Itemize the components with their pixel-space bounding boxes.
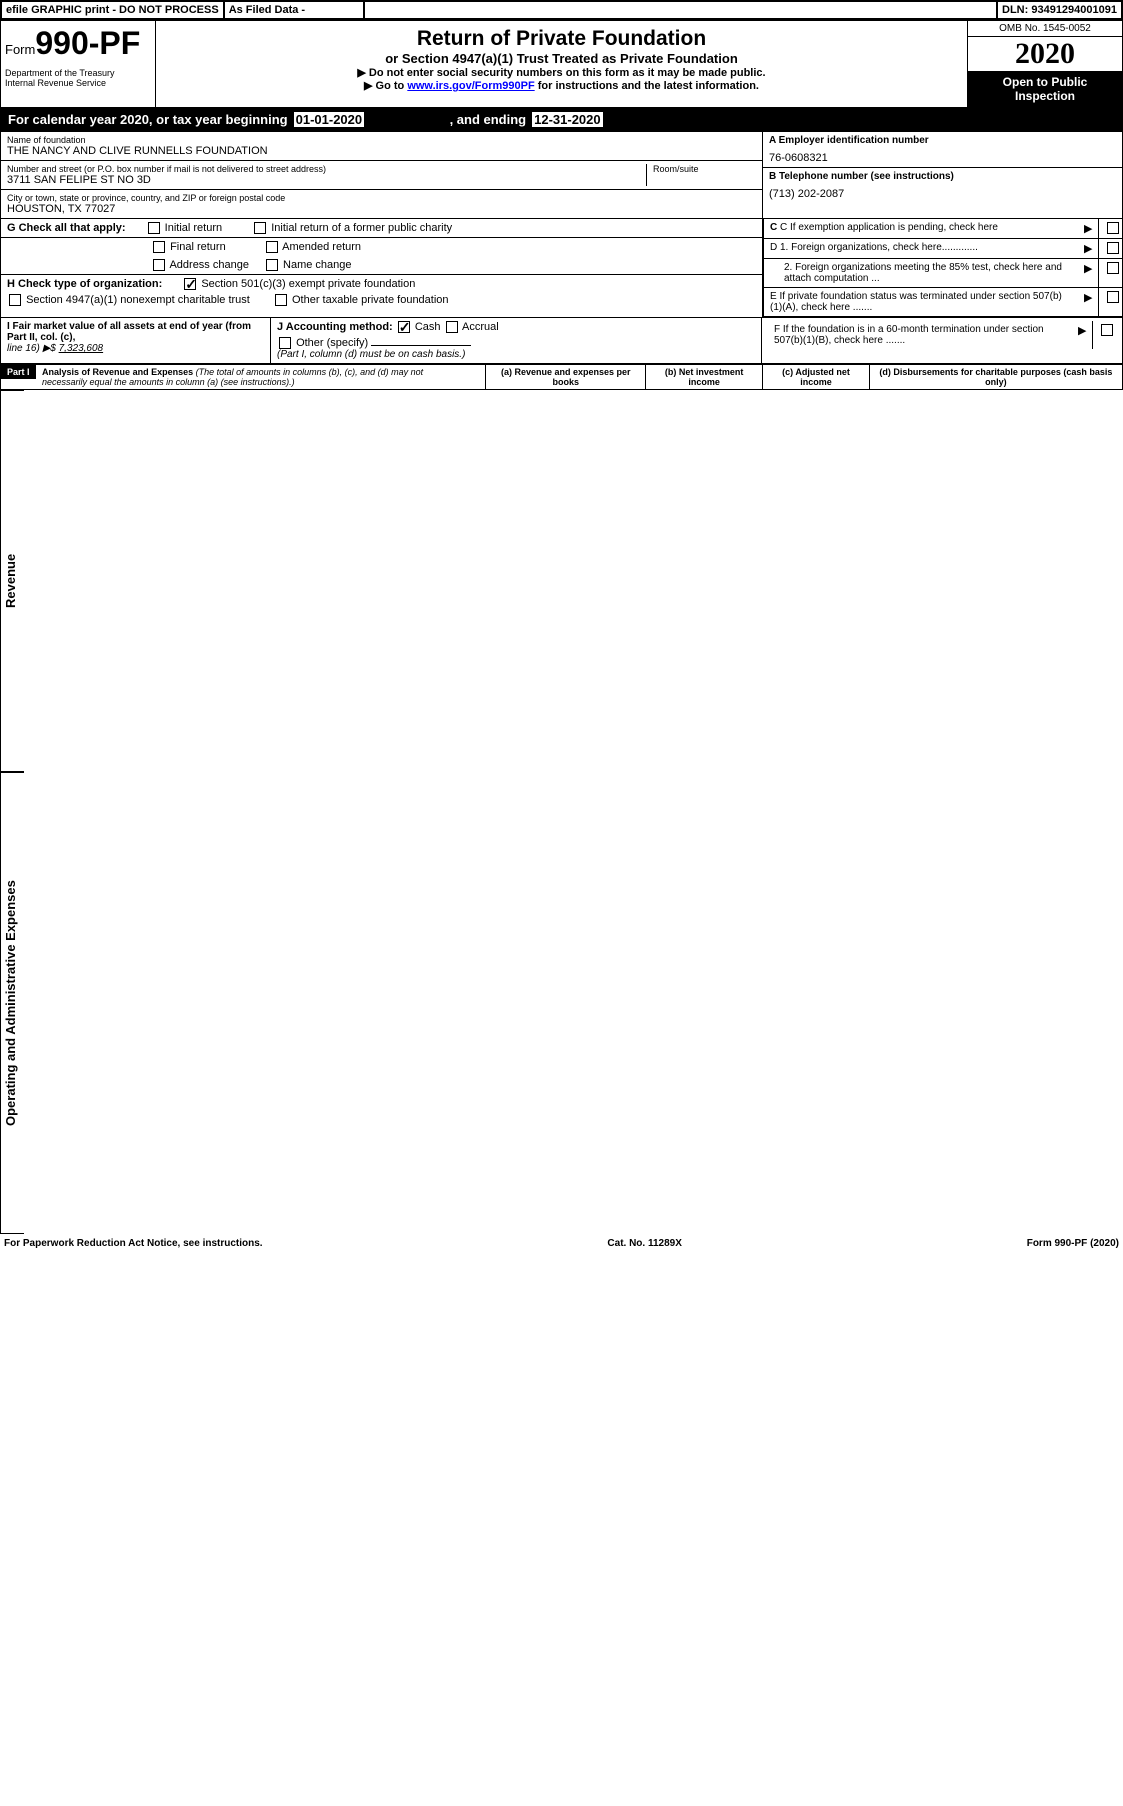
checkbox-4947[interactable] [9,294,21,306]
checkbox-final-return[interactable] [153,241,165,253]
checkbox-address-change[interactable] [153,259,165,271]
checkbox-e[interactable] [1107,291,1119,303]
form-header: Form990-PF Department of the Treasury In… [0,20,1123,108]
efile-label: efile GRAPHIC print - DO NOT PROCESS [2,2,225,18]
side-expenses: Operating and Administrative Expenses [0,772,24,1234]
checkbox-cash[interactable] [398,321,410,333]
checkbox-former-public[interactable] [254,222,266,234]
checkbox-501c3[interactable] [184,278,196,290]
checkbox-other-method[interactable] [279,337,291,349]
checkbox-initial-return[interactable] [148,222,160,234]
checkbox-amended[interactable] [266,241,278,253]
calendar-row: For calendar year 2020, or tax year begi… [0,108,1123,131]
dln: DLN: 93491294001091 [998,2,1121,18]
checkbox-d2[interactable] [1107,262,1119,274]
expenses-table [24,772,1123,1234]
side-revenue: Revenue [0,390,24,772]
page-title: Return of Private Foundation [162,27,961,51]
irs-link[interactable]: www.irs.gov/Form990PF [407,80,534,92]
check-left: G Check all that apply: Initial return I… [0,219,763,318]
checkbox-c[interactable] [1107,222,1119,234]
check-right: C C If exemption application is pending,… [763,219,1123,318]
asfiled-label: As Filed Data - [225,2,365,18]
checkbox-accrual[interactable] [446,321,458,333]
checkbox-d1[interactable] [1107,242,1119,254]
entity-block: Name of foundationTHE NANCY AND CLIVE RU… [0,131,1123,219]
part1-header: Part I Analysis of Revenue and Expenses … [0,364,1123,390]
footer: For Paperwork Reduction Act Notice, see … [0,1234,1123,1253]
checkbox-name-change[interactable] [266,259,278,271]
revenue-table [24,390,1123,772]
checkbox-other-taxable[interactable] [275,294,287,306]
checkbox-f[interactable] [1101,324,1113,336]
section-ij: I Fair market value of all assets at end… [0,318,1123,364]
header-strip: efile GRAPHIC print - DO NOT PROCESS As … [0,0,1123,20]
